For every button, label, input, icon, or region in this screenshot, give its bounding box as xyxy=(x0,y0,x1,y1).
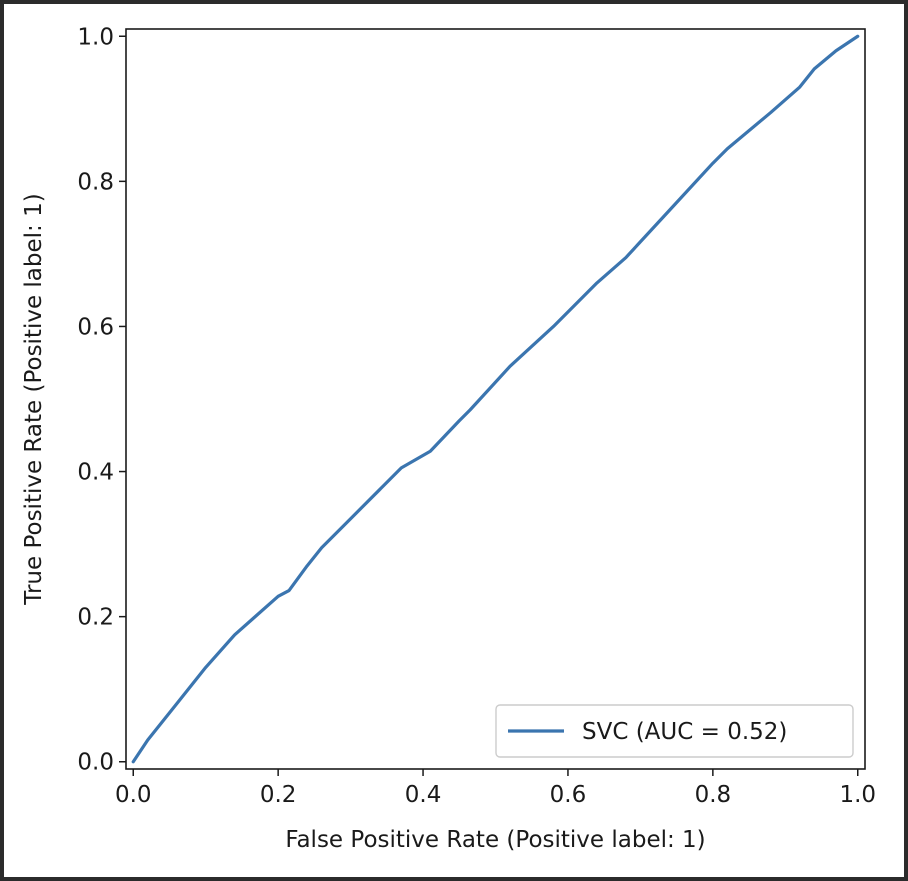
x-tick-label: 0.8 xyxy=(695,782,732,808)
x-tick-label: 0.0 xyxy=(115,782,152,808)
y-tick-label: 0.2 xyxy=(77,605,114,631)
series-line xyxy=(131,34,860,764)
y-tick-label: 1.0 xyxy=(77,24,114,50)
y-tick-label: 0.6 xyxy=(77,314,114,340)
legend-label: SVC (AUC = 0.52) xyxy=(582,719,787,745)
x-tick-label: 0.2 xyxy=(260,782,297,808)
plot-frame xyxy=(125,28,866,770)
y-tick-label: 0.4 xyxy=(77,460,114,486)
x-tick-label: 0.6 xyxy=(550,782,587,808)
roc-figure: 0.0 0.2 0.4 0.6 0.8 1.0 0.0 0.2 0.4 0.6 0.8 1.0 Fal… xyxy=(4,4,904,877)
x-axis-label: False Positive Rate (Positive label: 1) xyxy=(285,827,705,853)
y-axis-label: True Positive Rate (Positive label: 1) xyxy=(21,193,47,605)
legend: SVC (AUC = 0.52) xyxy=(495,704,854,758)
roc-chart: 0.0 0.2 0.4 0.6 0.8 1.0 0.0 0.2 0.4 0.6 0.8 1.0 Fal… xyxy=(21,24,876,853)
x-tick-label: 1.0 xyxy=(839,782,876,808)
tick-layer: 0.0 0.2 0.4 0.6 0.8 1.0 0.0 0.2 0.4 0.6 0.8 1.0 xyxy=(77,24,876,808)
y-tick-label: 0.0 xyxy=(77,750,114,776)
legend-box xyxy=(495,704,854,758)
y-tick-label: 0.8 xyxy=(77,169,114,195)
x-tick-label: 0.4 xyxy=(405,782,442,808)
